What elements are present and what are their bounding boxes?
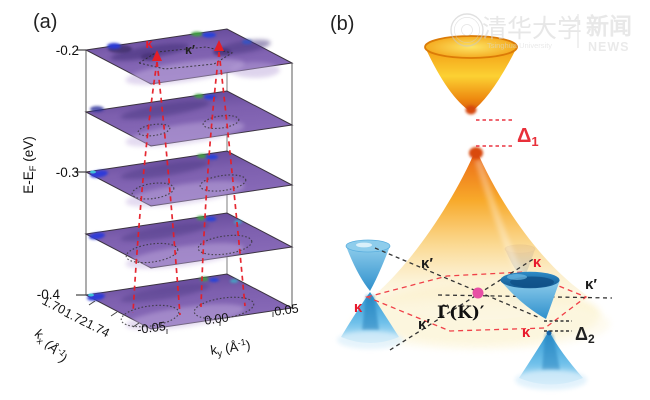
panel-b: (b) — [330, 13, 613, 390]
energy-slice-1 — [84, 28, 294, 85]
cone-apex — [469, 147, 483, 159]
energy-slice-5 — [84, 273, 294, 330]
slice-5-hotspots — [87, 277, 238, 301]
slice-1-hotspots — [107, 31, 252, 49]
panel-a-label: (a) — [33, 11, 57, 33]
delta2-marker: Δ2 — [544, 320, 595, 346]
panel-a: (a) — [21, 11, 300, 368]
kappa-labels: κ κ κ κ′ κ′ κ′ — [354, 254, 598, 341]
ky-tick-1: -0.05 — [136, 319, 166, 337]
cone-trace-right-b — [218, 51, 246, 307]
ky-tick-3: 0.05 — [273, 301, 299, 318]
energy-slice-2 — [84, 90, 294, 147]
upper-cone-rim — [424, 35, 518, 59]
cone-trace-right-a — [200, 51, 220, 308]
mini-cone-right — [500, 271, 587, 390]
slice-5-contours — [120, 296, 255, 328]
kappa-left: κ — [354, 299, 363, 316]
panel-b-label: (b) — [330, 13, 354, 35]
kx-axis: 1.70 1.72 1.74 kx (Å-1) — [30, 294, 112, 368]
kappa-prime-upper: κ′ — [421, 255, 433, 272]
hexagonal-zone — [364, 271, 588, 332]
slice-2-contours — [137, 114, 240, 137]
slice-4-hotspots — [89, 216, 242, 240]
ky-ticks — [166, 312, 274, 334]
kappa-back: κ — [533, 254, 542, 271]
gamma-point-dot — [472, 287, 484, 299]
energy-tick-1: -0.2 — [56, 43, 79, 58]
cone-traces — [132, 51, 246, 316]
ky-tick-2: 0.00 — [203, 310, 229, 327]
cone-trace-left-a — [132, 61, 158, 314]
energy-tick-2: -0.3 — [56, 165, 79, 180]
tsinghua-logo-icon — [450, 13, 484, 47]
symmetry-lines — [374, 247, 613, 351]
energy-slice-3 — [84, 150, 294, 207]
watermark-university-cn: 清华大学 — [482, 14, 582, 43]
arrowhead-kappa — [152, 50, 162, 61]
arrowhead-kappa-right — [214, 40, 224, 51]
gamma-point-label: Γ̃(K)′ — [437, 303, 485, 323]
energy-tick-3: -0.4 — [37, 287, 61, 302]
cone-trace-left-b — [156, 61, 181, 316]
ky-axis-label: ky (Å-1) — [209, 336, 251, 360]
energy-ticks — [76, 49, 86, 296]
kappa-label-a: κ — [145, 36, 153, 51]
upper-cone-tip — [465, 105, 477, 115]
mini-cone-left — [337, 239, 403, 349]
upper-band-cone — [424, 35, 518, 115]
kappa-front: κ — [522, 324, 531, 341]
watermark-news-cn: 新闻 — [586, 13, 632, 39]
kprime-line-2 — [437, 294, 613, 299]
energy-axis-label: E-EF (eV) — [21, 136, 39, 194]
watermark-university-en: Tsinghua University — [487, 41, 552, 50]
watermark-news-en: NEWS — [588, 40, 630, 54]
kappa-prime-right: κ′ — [585, 276, 597, 293]
energy-slice-4 — [84, 212, 294, 269]
delta2-label: Δ2 — [575, 324, 595, 346]
slice-2-hotspots — [90, 94, 216, 112]
delta1-marker: Δ1 — [476, 119, 539, 149]
kappa-prime-lower: κ′ — [418, 316, 430, 333]
kappa-prime-label-a: κ′ — [185, 43, 195, 57]
kx-axis-label: kx (Å-1) — [30, 326, 72, 368]
slice-4-contours — [125, 234, 253, 264]
kprime-line-3 — [389, 257, 536, 351]
watermark: 清华大学 Tsinghua University 新闻 NEWS — [450, 13, 632, 54]
ky-axis: -0.05 0.00 0.05 ky (Å-1) — [136, 301, 299, 360]
slice-3-hotspots — [90, 154, 218, 178]
slice-3-contours — [131, 174, 247, 200]
delta1-label: Δ1 — [517, 125, 539, 149]
kx-ticks — [88, 300, 140, 328]
energy-axis: -0.2 -0.3 -0.4 E-EF (eV) — [21, 43, 79, 302]
kx-tick-3: 1.74 — [84, 317, 112, 341]
